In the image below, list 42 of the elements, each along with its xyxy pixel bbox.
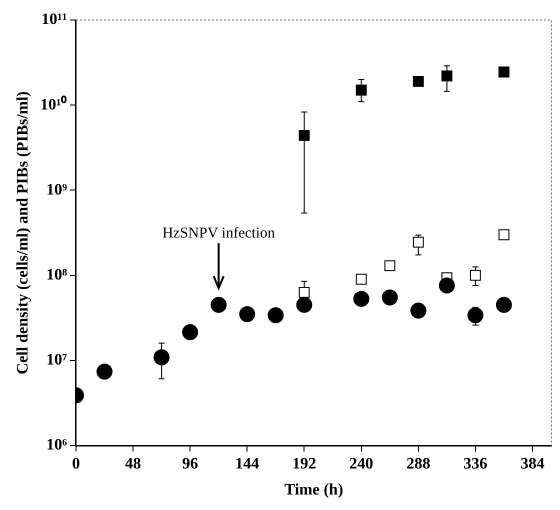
point — [353, 290, 370, 307]
y-tick-label: 10¹¹ — [41, 11, 68, 28]
x-tick-label: 144 — [235, 455, 260, 472]
y-tick-label: 10⁹ — [46, 181, 68, 198]
point — [441, 70, 452, 82]
point — [384, 260, 396, 272]
point — [498, 229, 510, 240]
point — [210, 296, 227, 313]
point — [356, 84, 367, 96]
point — [382, 289, 398, 306]
point — [356, 274, 367, 285]
x-tick-label: 384 — [520, 455, 544, 472]
y-axis-title: Cell density (cells/ml) and PIBs (PIBs/ml) — [14, 91, 32, 374]
point — [298, 130, 310, 141]
point — [239, 306, 256, 322]
x-tick-label: 288 — [406, 455, 430, 472]
y-tick-label: 10¹⁰ — [40, 95, 67, 114]
x-axis-title: Time (h) — [284, 482, 344, 499]
point — [298, 286, 310, 298]
x-tick-label: 240 — [349, 455, 374, 472]
point — [96, 364, 113, 380]
point — [498, 66, 510, 78]
point — [296, 296, 312, 313]
point — [412, 76, 424, 87]
point — [268, 307, 284, 324]
point — [154, 349, 170, 366]
x-tick-label: 192 — [292, 455, 316, 472]
y-tick-label: 10⁶ — [46, 436, 68, 454]
point — [182, 324, 198, 340]
point — [438, 278, 455, 294]
point — [470, 270, 481, 281]
y-tick-label: 10⁸ — [46, 266, 68, 284]
annotation: HzSNPV infection — [162, 226, 276, 242]
point — [412, 236, 424, 248]
point — [410, 302, 426, 319]
point — [467, 307, 484, 324]
x-tick-label: 0 — [72, 455, 80, 472]
point — [496, 296, 512, 313]
x-tick-label: 48 — [125, 455, 142, 472]
x-tick-label: 96 — [182, 455, 198, 472]
x-tick-label: 336 — [463, 455, 488, 472]
y-tick-label: 10⁷ — [46, 352, 68, 369]
